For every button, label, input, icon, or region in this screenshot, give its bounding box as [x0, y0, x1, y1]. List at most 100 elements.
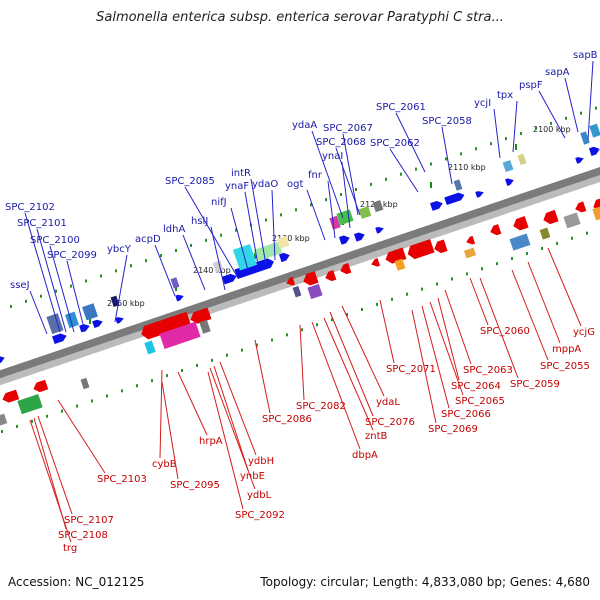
forward-arrow-shape — [0, 355, 5, 365]
leader-line — [547, 247, 582, 327]
reverse-feature-box-box — [80, 377, 90, 390]
leader-line — [469, 277, 489, 326]
gene-label-SPC_2086: SPC_2086 — [262, 414, 312, 425]
forward-feature-box-box — [170, 277, 180, 289]
leader-line — [159, 369, 163, 459]
minor-tick — [460, 152, 462, 156]
reverse-arrow-shape — [2, 389, 20, 403]
minor-tick — [400, 172, 402, 176]
gene-label-SPC_2103: SPC_2103 — [97, 474, 147, 485]
leader-line — [306, 189, 326, 241]
gene-label-hrpA: hrpA — [199, 436, 223, 447]
gene-label-SPC_2071: SPC_2071 — [386, 364, 436, 375]
reverse-feature-box-box — [563, 212, 581, 229]
reverse-arrow-shape — [466, 235, 476, 245]
forward-arrow-shape — [234, 258, 274, 280]
reverse-feature-box — [509, 233, 531, 251]
leader-line — [479, 277, 519, 379]
minor-tick — [571, 236, 573, 240]
reverse-feature-box-box — [592, 206, 600, 221]
forward-feature-box — [276, 236, 290, 249]
reverse-arrow — [434, 239, 448, 254]
gene-label-acpD: acpD — [135, 234, 161, 245]
forward-feature-box-box — [372, 200, 384, 213]
leader-line — [299, 324, 305, 401]
forward-arrow — [375, 226, 384, 234]
minor-tick — [355, 187, 357, 191]
leader-line — [564, 77, 579, 133]
leader-line — [57, 399, 106, 474]
tick-label: 2110 kbp — [448, 163, 486, 172]
reverse-feature-box — [463, 247, 477, 259]
gene-label-hslJ: hslJ — [191, 216, 208, 227]
forward-feature-box-box — [517, 153, 527, 166]
minor-tick — [16, 424, 18, 428]
tick-label: 2140 kbp — [193, 266, 231, 275]
reverse-arrow — [141, 311, 191, 340]
leader-line — [244, 191, 259, 266]
gene-label-SPC_2066: SPC_2066 — [441, 409, 491, 420]
minor-tick — [376, 302, 378, 306]
minor-tick — [211, 358, 213, 362]
minor-tick — [421, 287, 423, 291]
forward-feature-box-box — [580, 131, 590, 145]
minor-tick — [241, 348, 243, 352]
reverse-feature-box — [307, 283, 323, 300]
reverse-feature-box-box — [199, 319, 211, 334]
gene-label-SPC_2069: SPC_2069 — [428, 424, 478, 435]
forward-arrow — [505, 178, 514, 187]
minor-tick — [166, 374, 168, 378]
gene-label-SPC_2063: SPC_2063 — [463, 365, 513, 376]
gene-label-SPC_2085: SPC_2085 — [165, 176, 215, 187]
minor-tick — [556, 241, 558, 245]
gene-label-sapB: sapB — [573, 50, 598, 61]
leader-line — [184, 186, 239, 279]
forward-arrow-shape — [353, 232, 365, 242]
forward-arrow — [575, 157, 584, 164]
minor-tick — [106, 394, 108, 398]
reverse-arrow-shape — [407, 239, 435, 260]
minor-tick — [226, 353, 228, 357]
minor-tick — [331, 318, 333, 322]
forward-feature-box-box — [589, 123, 600, 138]
minor-tick — [280, 213, 282, 217]
forward-arrow-shape — [588, 146, 600, 156]
leader-line — [512, 100, 518, 153]
reverse-arrow-shape — [190, 307, 212, 324]
forward-arrow-shape — [430, 201, 443, 211]
gene-label-sapA: sapA — [545, 67, 570, 78]
minor-tick — [370, 182, 372, 186]
minor-tick — [475, 147, 477, 151]
leader-line — [182, 234, 206, 291]
minor-tick — [175, 248, 177, 252]
forward-feature-box-box — [358, 206, 372, 219]
leader-line — [250, 178, 267, 266]
minor-tick — [541, 246, 543, 250]
forward-feature-box-box — [82, 303, 98, 321]
leader-line — [230, 207, 249, 271]
leader-line — [421, 305, 450, 409]
tick-label: 2150 kbp — [107, 299, 145, 308]
minor-tick — [526, 252, 528, 256]
reverse-feature-box — [0, 413, 8, 427]
gene-label-dbpA: dbpA — [352, 450, 378, 461]
forward-feature-box — [517, 153, 527, 166]
tick-label: 2100 kbp — [533, 125, 571, 134]
leader-line — [114, 254, 128, 323]
leader-line — [161, 381, 179, 480]
gene-label-sseJ: sseJ — [10, 280, 30, 291]
reverse-arrow-shape — [340, 263, 352, 275]
reverse-arrow — [575, 201, 587, 213]
gene-label-ycjI: ycjI — [474, 98, 491, 109]
minor-tick — [310, 203, 312, 207]
minor-tick — [70, 284, 72, 288]
gene-label-SPC_2061: SPC_2061 — [376, 102, 426, 113]
reverse-arrow-shape — [286, 276, 296, 286]
leader-line — [154, 244, 176, 297]
minor-tick — [160, 254, 162, 258]
forward-arrow-shape — [375, 226, 384, 234]
reverse-feature-box — [17, 393, 43, 415]
reverse-arrow-shape — [543, 209, 559, 225]
minor-tick — [136, 384, 138, 388]
